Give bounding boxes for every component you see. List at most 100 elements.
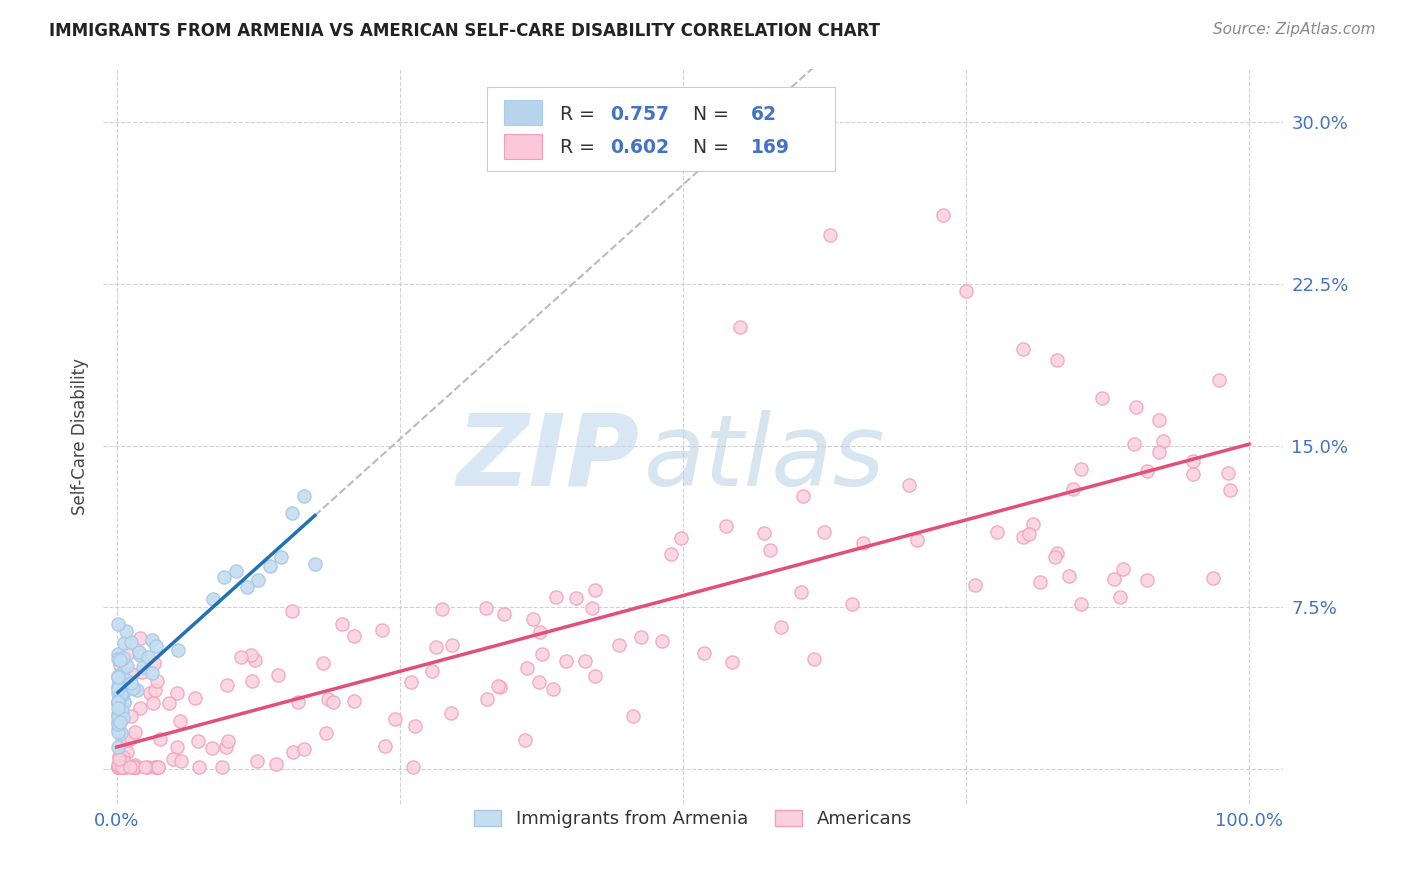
Text: atlas: atlas <box>644 409 886 507</box>
Point <box>162 752 184 766</box>
Point <box>139 686 162 700</box>
Point <box>166 642 188 657</box>
Point <box>1152 434 1174 449</box>
Point <box>792 489 814 503</box>
Point <box>1045 549 1067 564</box>
Text: 62: 62 <box>751 105 778 124</box>
Point <box>541 682 564 697</box>
Point <box>107 669 129 683</box>
Text: IMMIGRANTS FROM ARMENIA VS AMERICAN SELF-CARE DISABILITY CORRELATION CHART: IMMIGRANTS FROM ARMENIA VS AMERICAN SELF… <box>49 22 880 40</box>
Point <box>112 687 135 701</box>
Point <box>117 732 139 747</box>
Point <box>107 700 129 714</box>
Point <box>107 696 129 710</box>
Point <box>128 645 150 659</box>
Point <box>136 760 159 774</box>
Point <box>108 675 131 690</box>
Point <box>1125 400 1147 414</box>
Point <box>1022 516 1045 531</box>
Point <box>145 640 167 654</box>
Point <box>1136 573 1159 587</box>
Point <box>1070 597 1092 611</box>
Point <box>1122 437 1144 451</box>
Point <box>240 673 263 688</box>
Text: R =: R = <box>560 105 595 124</box>
Point <box>728 320 751 334</box>
Legend: Immigrants from Armenia, Americans: Immigrants from Armenia, Americans <box>467 802 920 835</box>
Point <box>124 757 146 772</box>
Point <box>142 696 165 710</box>
Point <box>621 708 644 723</box>
Point <box>425 640 447 654</box>
Point <box>120 635 142 649</box>
Text: 0.757: 0.757 <box>610 105 669 124</box>
Point <box>217 734 239 748</box>
Point <box>111 688 134 702</box>
Point <box>404 718 426 732</box>
Point <box>108 653 131 667</box>
Point <box>124 760 146 774</box>
Point <box>1147 445 1170 459</box>
Point <box>752 525 775 540</box>
Point <box>818 227 841 242</box>
Point <box>716 518 738 533</box>
Point <box>143 656 166 670</box>
FancyBboxPatch shape <box>505 134 543 159</box>
Point <box>201 740 224 755</box>
Point <box>124 760 146 774</box>
Point <box>112 651 135 665</box>
Point <box>489 680 512 694</box>
Point <box>384 712 406 726</box>
Point <box>107 682 129 697</box>
Point <box>516 661 538 675</box>
Point <box>107 714 129 729</box>
Point <box>114 673 136 687</box>
Point <box>281 506 304 520</box>
Text: 0.602: 0.602 <box>610 138 669 157</box>
Point <box>111 760 134 774</box>
Point <box>965 578 987 592</box>
Point <box>343 693 366 707</box>
Point <box>129 648 152 662</box>
Point <box>107 752 129 766</box>
Point <box>259 559 281 574</box>
Point <box>107 647 129 661</box>
Point <box>107 716 129 731</box>
Point <box>236 580 259 594</box>
Point <box>166 686 188 700</box>
Point <box>440 638 463 652</box>
Point <box>374 739 396 753</box>
Point <box>145 760 167 774</box>
Point <box>574 654 596 668</box>
Point <box>1012 530 1035 544</box>
Point <box>531 647 554 661</box>
Point <box>128 632 150 646</box>
Point <box>107 706 129 721</box>
Point <box>225 564 247 578</box>
Point <box>187 734 209 748</box>
Point <box>107 695 129 709</box>
Point <box>1218 466 1240 480</box>
Point <box>107 685 129 699</box>
Point <box>132 660 155 674</box>
Point <box>486 679 509 693</box>
Point <box>170 755 193 769</box>
Point <box>607 638 630 652</box>
Point <box>1147 413 1170 427</box>
Point <box>121 681 143 695</box>
Point <box>1136 464 1159 478</box>
Point <box>852 536 875 550</box>
Point <box>110 726 132 740</box>
Point <box>247 573 270 587</box>
Point <box>118 681 141 696</box>
Point <box>111 760 134 774</box>
Point <box>813 525 835 540</box>
Point <box>146 760 169 774</box>
Point <box>955 284 977 298</box>
Point <box>157 696 180 710</box>
Point <box>420 665 443 679</box>
Point <box>111 704 134 718</box>
Point <box>143 760 166 774</box>
Point <box>1057 568 1080 582</box>
Point <box>107 695 129 709</box>
